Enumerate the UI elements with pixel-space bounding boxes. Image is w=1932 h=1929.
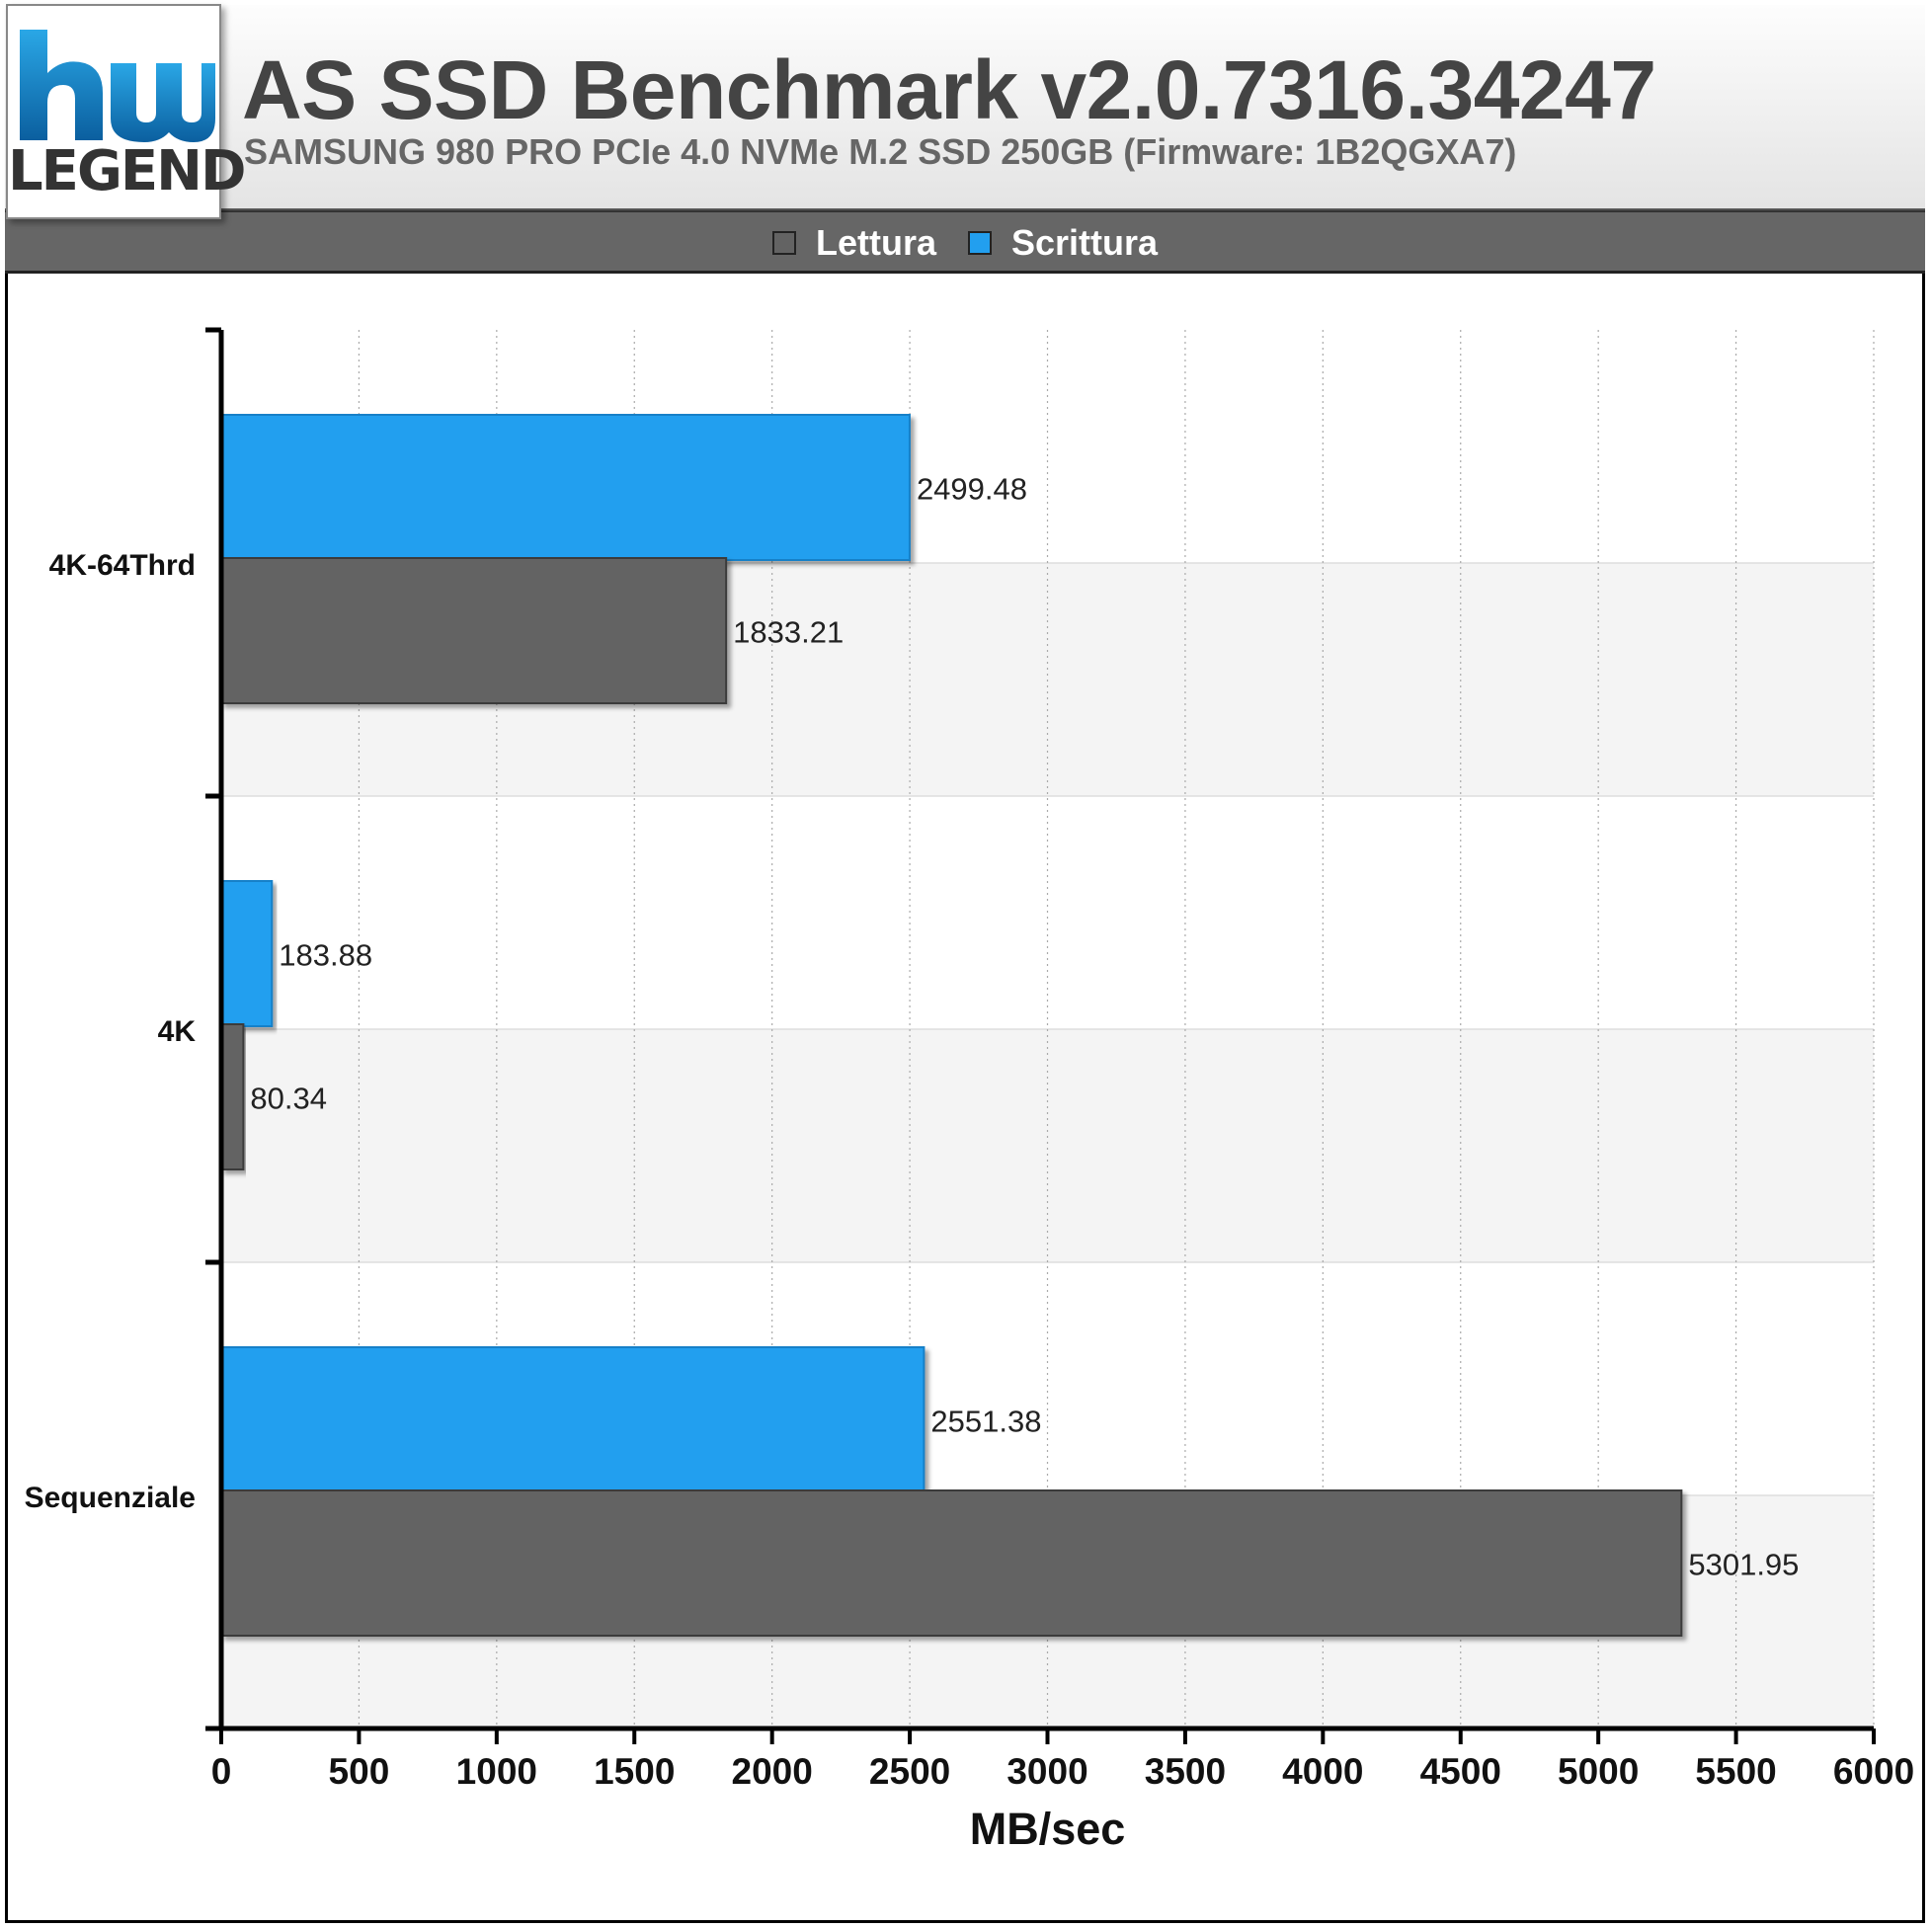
x-tick-label: 500 [329, 1751, 390, 1792]
x-tick-label: 5500 [1695, 1751, 1776, 1792]
data-label: 1833.21 [733, 615, 844, 650]
chart-subtitle: SAMSUNG 980 PRO PCIe 4.0 NVMe M.2 SSD 25… [244, 131, 1517, 172]
x-tick-label: 2000 [732, 1751, 813, 1792]
x-tick-label: 6000 [1833, 1751, 1914, 1792]
legend-item-write: Scrittura [967, 222, 1159, 264]
bar-read [220, 1023, 245, 1170]
legend-swatch-write [967, 231, 992, 255]
legend: Lettura Scrittura [5, 222, 1925, 264]
x-tick-label: 4500 [1420, 1751, 1501, 1792]
legend-bar: Lettura Scrittura [5, 210, 1925, 274]
x-tick-label: 3000 [1006, 1751, 1087, 1792]
x-tick-label: 2500 [869, 1751, 950, 1792]
bar-write [220, 414, 911, 561]
data-label: 183.88 [279, 938, 372, 973]
legend-label-write: Scrittura [1010, 222, 1159, 263]
bar-write [220, 1346, 926, 1493]
category-label: Sequenziale [25, 1482, 196, 1514]
x-tick-label: 1500 [594, 1751, 675, 1792]
x-tick-label: 0 [211, 1751, 232, 1792]
bar-read [220, 1489, 1683, 1637]
x-axis-label: MB/sec [970, 1804, 1126, 1854]
chart-header: AS SSD Benchmark v2.0.7316.34247 SAMSUNG… [5, 5, 1925, 210]
logo-mark-icon [20, 30, 215, 142]
data-label: 2551.38 [930, 1405, 1041, 1439]
x-tick-label: 1000 [456, 1751, 537, 1792]
data-label: 80.34 [250, 1082, 327, 1116]
x-tick-label: 4000 [1282, 1751, 1363, 1792]
legend-swatch-read [771, 231, 796, 255]
x-tick-label: 3500 [1145, 1751, 1226, 1792]
category-label: 4K-64Thrd [49, 549, 196, 582]
bar-read [220, 557, 728, 704]
data-label: 5301.95 [1688, 1548, 1799, 1582]
hwlegend-logo: LEGEND [6, 4, 247, 219]
chart-title: AS SSD Benchmark v2.0.7316.34247 [242, 43, 1656, 136]
legend-label-read: Lettura [815, 222, 936, 263]
category-label: 4K [158, 1015, 197, 1048]
bar-write [220, 880, 274, 1027]
legend-item-read: Lettura [771, 222, 936, 264]
data-label: 2499.48 [917, 472, 1027, 507]
logo-text: LEGEND [8, 139, 247, 203]
band-stripe [221, 1029, 1874, 1262]
x-tick-label: 5000 [1558, 1751, 1639, 1792]
